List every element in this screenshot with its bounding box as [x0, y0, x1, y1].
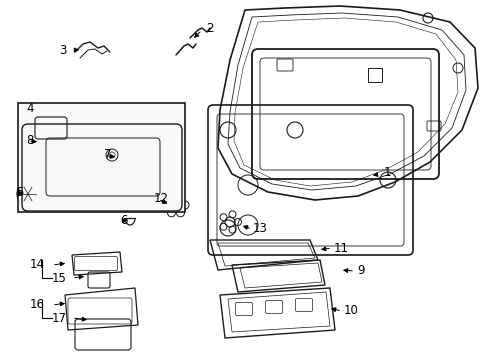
Text: 1: 1 — [383, 166, 391, 179]
Bar — [18, 103, 184, 212]
Text: 8: 8 — [26, 134, 33, 147]
Text: 13: 13 — [252, 221, 267, 234]
Text: 16: 16 — [30, 298, 45, 311]
Text: 4: 4 — [26, 102, 34, 114]
Bar — [367, 68, 381, 82]
Text: 3: 3 — [60, 44, 67, 57]
Text: 5: 5 — [16, 185, 23, 198]
Text: 17: 17 — [52, 311, 67, 324]
Text: 2: 2 — [205, 22, 213, 35]
Text: 15: 15 — [52, 271, 67, 284]
Text: 7: 7 — [104, 148, 111, 162]
Text: 11: 11 — [333, 242, 348, 255]
Text: 6: 6 — [120, 213, 127, 226]
Text: 10: 10 — [343, 303, 358, 316]
Text: 12: 12 — [154, 192, 169, 204]
Text: 9: 9 — [356, 265, 364, 278]
Text: 14: 14 — [30, 258, 45, 271]
